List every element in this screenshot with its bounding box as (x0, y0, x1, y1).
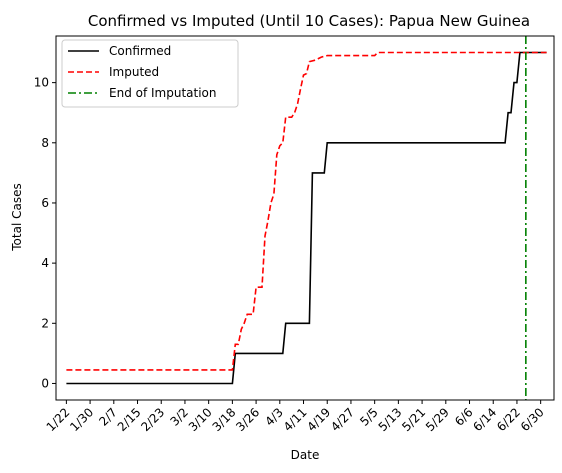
series-line-confirmed (66, 51, 547, 385)
x-tick-label: 6/14 (470, 405, 499, 434)
plot-area (66, 36, 547, 400)
x-axis-label: Date (291, 448, 320, 462)
legend-box (61, 39, 239, 108)
x-tick-label: 5/13 (376, 405, 405, 434)
x-tick-label: 3/18 (210, 405, 239, 434)
y-tick-label: 0 (41, 376, 49, 390)
x-tick-label: 1/22 (44, 405, 73, 434)
y-axis-label: Total Cases (10, 183, 24, 251)
x-tick-label: 3/26 (233, 405, 262, 434)
x-tick-label: 5/21 (399, 405, 428, 434)
legend-label: End of Imputation (109, 86, 217, 100)
legend: Confirmed Imputed End of Imputation (61, 39, 239, 108)
y-tick-label: 4 (41, 256, 49, 270)
x-tick-label: 5/29 (423, 405, 452, 434)
x-tick-label: 2/15 (115, 405, 144, 434)
y-tick-label: 8 (41, 136, 49, 150)
x-tick-label: 2/23 (138, 405, 167, 434)
x-tick-label: 1/30 (67, 405, 96, 434)
x-tick-label: 6/22 (494, 405, 523, 434)
legend-label: Imputed (109, 65, 159, 79)
y-tick-label: 2 (41, 316, 49, 330)
plot-frame (55, 35, 555, 401)
x-tick-label: 4/27 (328, 405, 357, 434)
x-tick-label: 3/10 (186, 405, 215, 434)
x-tick-label: 4/11 (281, 405, 310, 434)
series-line-imputed (66, 51, 547, 371)
y-tick-label: 10 (34, 76, 49, 90)
x-tick-label: 4/19 (304, 405, 333, 434)
chart-title: Confirmed vs Imputed (Until 10 Cases): P… (88, 12, 530, 30)
x-tick-label: 6/30 (518, 405, 547, 434)
legend-label: Confirmed (109, 44, 171, 58)
y-tick-label: 6 (41, 196, 49, 210)
